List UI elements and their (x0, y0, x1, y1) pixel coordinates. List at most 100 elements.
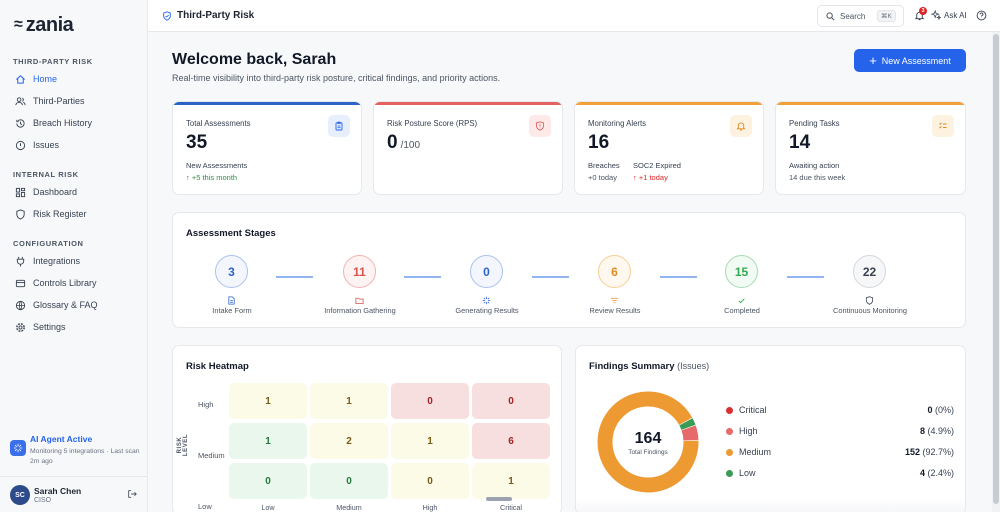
heatmap-cell[interactable]: 0 (229, 463, 307, 499)
plug-icon (16, 256, 25, 267)
sidebar-item-label: Settings (33, 322, 66, 332)
stage-label: Intake Form (212, 306, 252, 315)
risk-heatmap-card: Risk Heatmap RISK LEVEL High Medium Low … (172, 345, 562, 512)
sidebar-item-breach-history[interactable]: Breach History (6, 113, 142, 133)
legend-dot (726, 428, 733, 435)
kpi-label: Risk Posture Score (RPS) (387, 119, 478, 128)
stage-completed[interactable]: 15 Completed (682, 255, 802, 315)
help-icon[interactable] (976, 10, 987, 21)
kpi-risk-posture-score[interactable]: Risk Posture Score (RPS) 0/100 (373, 101, 563, 195)
search-button[interactable]: Search ⌘K (817, 5, 904, 27)
donut-slice-medium[interactable] (597, 391, 699, 493)
kpi-pending-tasks[interactable]: Pending Tasks 14 Awaiting action 14 due … (775, 101, 966, 195)
legend-pct: (2.4%) (927, 468, 954, 478)
heatmap-cell[interactable]: 1 (229, 383, 307, 419)
sidebar-item-label: Third-Parties (33, 96, 85, 106)
kpi-sub-label: Awaiting action (789, 161, 840, 170)
sidebar: ≈ zania THIRD-PARTY RISK Home Third-Part… (0, 0, 148, 512)
section-third-party-risk: THIRD-PARTY RISK (13, 57, 93, 66)
heatmap-cell[interactable]: 6 (472, 423, 550, 459)
sidebar-item-glossary[interactable]: Glossary & FAQ (6, 295, 142, 315)
search-shortcut: ⌘K (877, 10, 896, 22)
sidebar-item-label: Controls Library (33, 278, 97, 288)
ai-agent-status[interactable]: AI Agent Active Monitoring 5 integration… (6, 432, 142, 468)
legend-count: 0 (927, 405, 933, 415)
heatmap-cell[interactable]: 2 (310, 423, 388, 459)
stage-continuous-monitoring[interactable]: 22 Continuous Monitoring (810, 255, 930, 315)
ask-ai-button[interactable]: Ask AI (931, 10, 967, 20)
heatmap-cell[interactable]: 0 (472, 383, 550, 419)
sidebar-item-integrations[interactable]: Integrations (6, 251, 142, 271)
kpi-total-assessments[interactable]: Total Assessments 35 New Assessments ↑ +… (172, 101, 362, 195)
stage-intake-form[interactable]: 3 Intake Form (173, 255, 292, 315)
sidebar-item-third-parties[interactable]: Third-Parties (6, 91, 142, 111)
section-configuration: CONFIGURATION (13, 239, 84, 248)
sidebar-item-home[interactable]: Home (6, 69, 142, 89)
dashboard-icon (15, 187, 26, 197)
alert-circle-icon (15, 140, 26, 150)
ask-ai-label: Ask AI (944, 10, 967, 20)
horizontal-scrollbar[interactable] (486, 497, 512, 501)
y-axis-label: RISK LEVEL (177, 433, 189, 457)
shield-icon (865, 296, 874, 305)
stage-connector (404, 276, 441, 278)
logout-icon[interactable] (127, 489, 137, 499)
scrollbar-thumb[interactable] (993, 34, 999, 504)
kpi-value: 0 (387, 132, 398, 153)
bell-icon (730, 115, 752, 137)
check-icon (738, 298, 745, 304)
col-label-critical: Critical (500, 503, 522, 512)
logo-mark-icon: ≈ (14, 16, 23, 33)
stage-information-gathering[interactable]: 11 Information Gathering (300, 255, 420, 315)
sidebar-item-settings[interactable]: Settings (6, 317, 142, 337)
kpi-unit: /100 (400, 140, 421, 151)
stage-review-results[interactable]: 6 Review Results (555, 255, 675, 315)
findings-summary-card: Findings Summary (Issues) 164 Total Find… (575, 345, 966, 512)
stage-generating-results[interactable]: 0 Generating Results (427, 255, 547, 315)
row-label-medium: Medium (198, 451, 225, 460)
sidebar-item-controls-library[interactable]: Controls Library (6, 273, 142, 293)
user-name: Sarah Chen (34, 486, 82, 496)
heatmap-cell[interactable]: 1 (310, 383, 388, 419)
sidebar-item-risk-register[interactable]: Risk Register (6, 204, 142, 224)
heatmap-cell[interactable]: 1 (472, 463, 550, 499)
kpi-value-wrap: 0/100 (387, 132, 420, 154)
legend-pct: (0%) (934, 405, 954, 415)
heatmap-cell[interactable]: 0 (391, 463, 469, 499)
new-assessment-button[interactable]: + New Assessment (854, 49, 966, 72)
legend-count: 152 (904, 447, 920, 457)
heatmap-cell[interactable]: 0 (391, 383, 469, 419)
stage-label: Review Results (589, 306, 641, 315)
heatmap-cell[interactable]: 0 (310, 463, 388, 499)
welcome-heading: Welcome back, Sarah (172, 51, 337, 68)
col-label-medium: Medium (336, 503, 362, 512)
legend-dot (726, 449, 733, 456)
vertical-scrollbar[interactable] (992, 32, 1000, 512)
user-profile[interactable]: SC Sarah Chen CISO (0, 476, 148, 512)
stage-count: 11 (343, 255, 376, 288)
card-title: Findings Summary (589, 361, 675, 372)
users-icon (15, 96, 26, 105)
heatmap-cell[interactable]: 1 (391, 423, 469, 459)
heatmap-cell[interactable]: 1 (229, 423, 307, 459)
kpi-label: Monitoring Alerts (588, 119, 647, 128)
sidebar-item-label: Dashboard (33, 187, 78, 197)
ai-agent-icon (10, 440, 26, 456)
welcome-subtitle: Real-time visibility into third-party ri… (172, 73, 501, 83)
logo[interactable]: ≈ zania (14, 14, 74, 36)
col-label-high: High (422, 503, 438, 512)
page-title: Third-Party Risk (177, 10, 255, 21)
stage-label: Information Gathering (324, 306, 396, 315)
clipboard-icon (328, 115, 350, 137)
home-icon (16, 74, 25, 84)
document-icon (228, 296, 235, 305)
sidebar-item-dashboard[interactable]: Dashboard (6, 182, 142, 202)
row-label-low: Low (198, 502, 212, 511)
legend-count: 4 (919, 468, 925, 478)
kpi-monitoring-alerts[interactable]: Monitoring Alerts 16 Breaches +0 today S… (574, 101, 764, 195)
sidebar-item-issues[interactable]: Issues (6, 135, 142, 155)
stage-count: 3 (215, 255, 248, 288)
book-icon (15, 279, 26, 287)
legend-pct: (4.9%) (927, 426, 954, 436)
sparkle-icon (482, 296, 491, 305)
